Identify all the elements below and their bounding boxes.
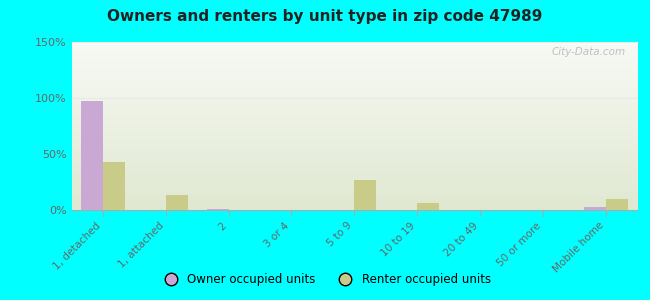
Text: City-Data.com: City-Data.com — [552, 47, 626, 57]
Bar — [584, 207, 606, 210]
Bar — [207, 209, 229, 210]
Text: Owners and renters by unit type in zip code 47989: Owners and renters by unit type in zip c… — [107, 9, 543, 24]
Legend: Owner occupied units, Renter occupied units: Owner occupied units, Renter occupied un… — [154, 269, 496, 291]
Bar — [166, 195, 188, 210]
Bar — [354, 180, 376, 210]
Bar — [81, 101, 103, 210]
Bar — [103, 162, 125, 210]
Bar — [417, 203, 439, 210]
Bar — [606, 199, 627, 210]
